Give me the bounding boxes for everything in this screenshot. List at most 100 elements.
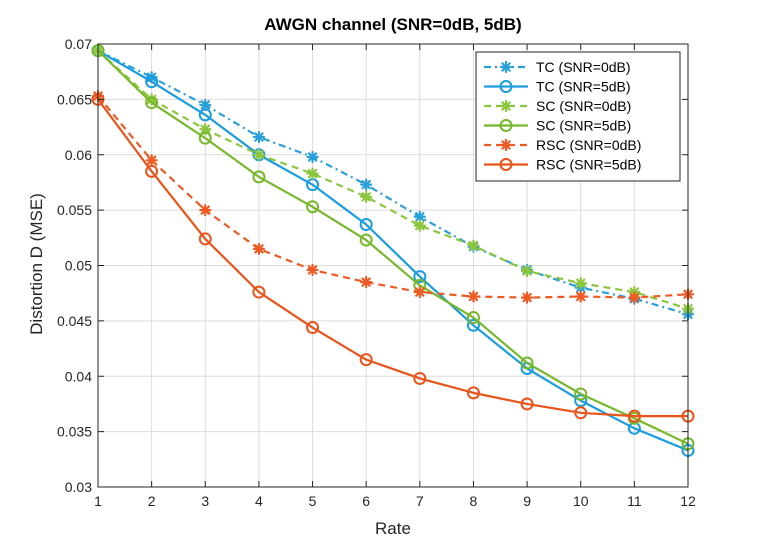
- data-point: [574, 387, 588, 401]
- legend-item: SC (SNR=5dB): [484, 118, 631, 134]
- legend-label: SC (SNR=0dB): [536, 98, 631, 114]
- asterisk-marker: [520, 291, 534, 304]
- data-point: [145, 96, 159, 110]
- data-point: [466, 311, 480, 325]
- asterisk-marker: [360, 178, 373, 191]
- data-point: [520, 291, 534, 304]
- asterisk-marker: [199, 123, 212, 136]
- data-point: [306, 200, 320, 214]
- legend-label: SC (SNR=5dB): [536, 118, 631, 134]
- asterisk-marker: [413, 210, 426, 223]
- series-line: [97, 49, 689, 452]
- x-tick-label: 6: [362, 493, 370, 509]
- data-point: [252, 285, 266, 299]
- data-point: [574, 406, 588, 420]
- asterisk-marker: [252, 148, 266, 161]
- data-point: [467, 239, 480, 252]
- data-point: [520, 356, 534, 370]
- x-tick-label: 1: [94, 493, 102, 509]
- data-point: [467, 290, 480, 303]
- x-tick-label: 8: [470, 493, 478, 509]
- data-point: [359, 353, 373, 367]
- y-tick-label: 0.03: [65, 479, 92, 495]
- data-point: [499, 138, 513, 152]
- data-point: [627, 421, 641, 435]
- asterisk-marker: [499, 138, 513, 152]
- y-tick-label: 0.045: [57, 313, 92, 329]
- data-point: [306, 167, 319, 180]
- x-tick-label: 12: [680, 493, 696, 509]
- data-point: [628, 291, 641, 304]
- data-point: [252, 130, 266, 144]
- asterisk-marker: [306, 150, 319, 164]
- legend-label: RSC (SNR=0dB): [536, 137, 641, 153]
- data-point: [198, 108, 212, 122]
- x-axis-label: Rate: [375, 519, 411, 538]
- data-point: [413, 371, 427, 385]
- asterisk-marker: [413, 219, 426, 232]
- x-tick-label: 2: [148, 493, 156, 509]
- chart-title: AWGN channel (SNR=0dB, 5dB): [264, 15, 521, 34]
- legend-label: TC (SNR=5dB): [536, 79, 631, 95]
- data-point: [145, 71, 158, 84]
- asterisk-marker: [252, 242, 266, 255]
- asterisk-marker: [499, 99, 513, 113]
- data-point: [199, 123, 212, 136]
- y-tick-label: 0.035: [57, 424, 92, 440]
- asterisk-marker: [306, 167, 319, 180]
- data-point: [499, 99, 513, 113]
- data-point: [360, 276, 373, 289]
- asterisk-marker: [306, 263, 319, 277]
- x-tick-label: 10: [573, 493, 589, 509]
- x-tick-label: 4: [255, 493, 263, 509]
- asterisk-marker: [360, 276, 373, 289]
- asterisk-marker: [574, 277, 587, 290]
- data-point: [306, 321, 320, 335]
- data-point: [520, 397, 534, 411]
- data-point: [252, 242, 266, 255]
- data-point: [145, 164, 159, 178]
- data-point: [359, 218, 373, 232]
- data-point: [252, 148, 266, 161]
- y-tick-label: 0.05: [65, 258, 92, 274]
- data-point: [306, 263, 319, 277]
- data-point: [359, 233, 373, 247]
- asterisk-marker: [413, 285, 426, 299]
- data-point: [574, 277, 587, 290]
- asterisk-marker: [199, 98, 212, 112]
- legend-item: TC (SNR=0dB): [484, 59, 631, 75]
- asterisk-marker: [574, 290, 587, 303]
- data-point: [466, 318, 480, 332]
- data-point: [199, 204, 212, 217]
- data-point: [499, 119, 513, 132]
- asterisk-marker: [628, 291, 641, 304]
- series-line: [97, 49, 689, 316]
- asterisk-marker: [145, 93, 158, 106]
- x-tick-label: 11: [627, 493, 642, 509]
- data-point: [198, 131, 212, 145]
- legend-item: TC (SNR=5dB): [484, 79, 631, 95]
- data-point: [199, 98, 212, 112]
- data-point: [413, 210, 426, 223]
- data-point: [145, 93, 158, 106]
- legend-item: RSC (SNR=5dB): [484, 157, 641, 173]
- data-point: [198, 232, 212, 246]
- y-tick-label: 0.055: [57, 202, 92, 218]
- asterisk-marker: [467, 239, 480, 252]
- legend-item: RSC (SNR=0dB): [484, 137, 641, 153]
- asterisk-marker: [360, 190, 373, 203]
- asterisk-marker: [145, 71, 158, 84]
- x-tick-label: 9: [523, 493, 531, 509]
- data-point: [466, 386, 480, 400]
- ticks: 1 2 3 4 5 6 7 8 9 10 11 120.030.0350.040.0450.050.0…: [57, 36, 696, 509]
- asterisk-marker: [499, 60, 513, 74]
- asterisk-marker: [467, 290, 480, 303]
- data-point: [413, 285, 426, 299]
- series-line: [97, 98, 688, 418]
- data-point: [627, 409, 641, 423]
- data-point: [520, 264, 534, 278]
- data-point: [360, 190, 373, 203]
- legend-label: RSC (SNR=5dB): [536, 157, 641, 173]
